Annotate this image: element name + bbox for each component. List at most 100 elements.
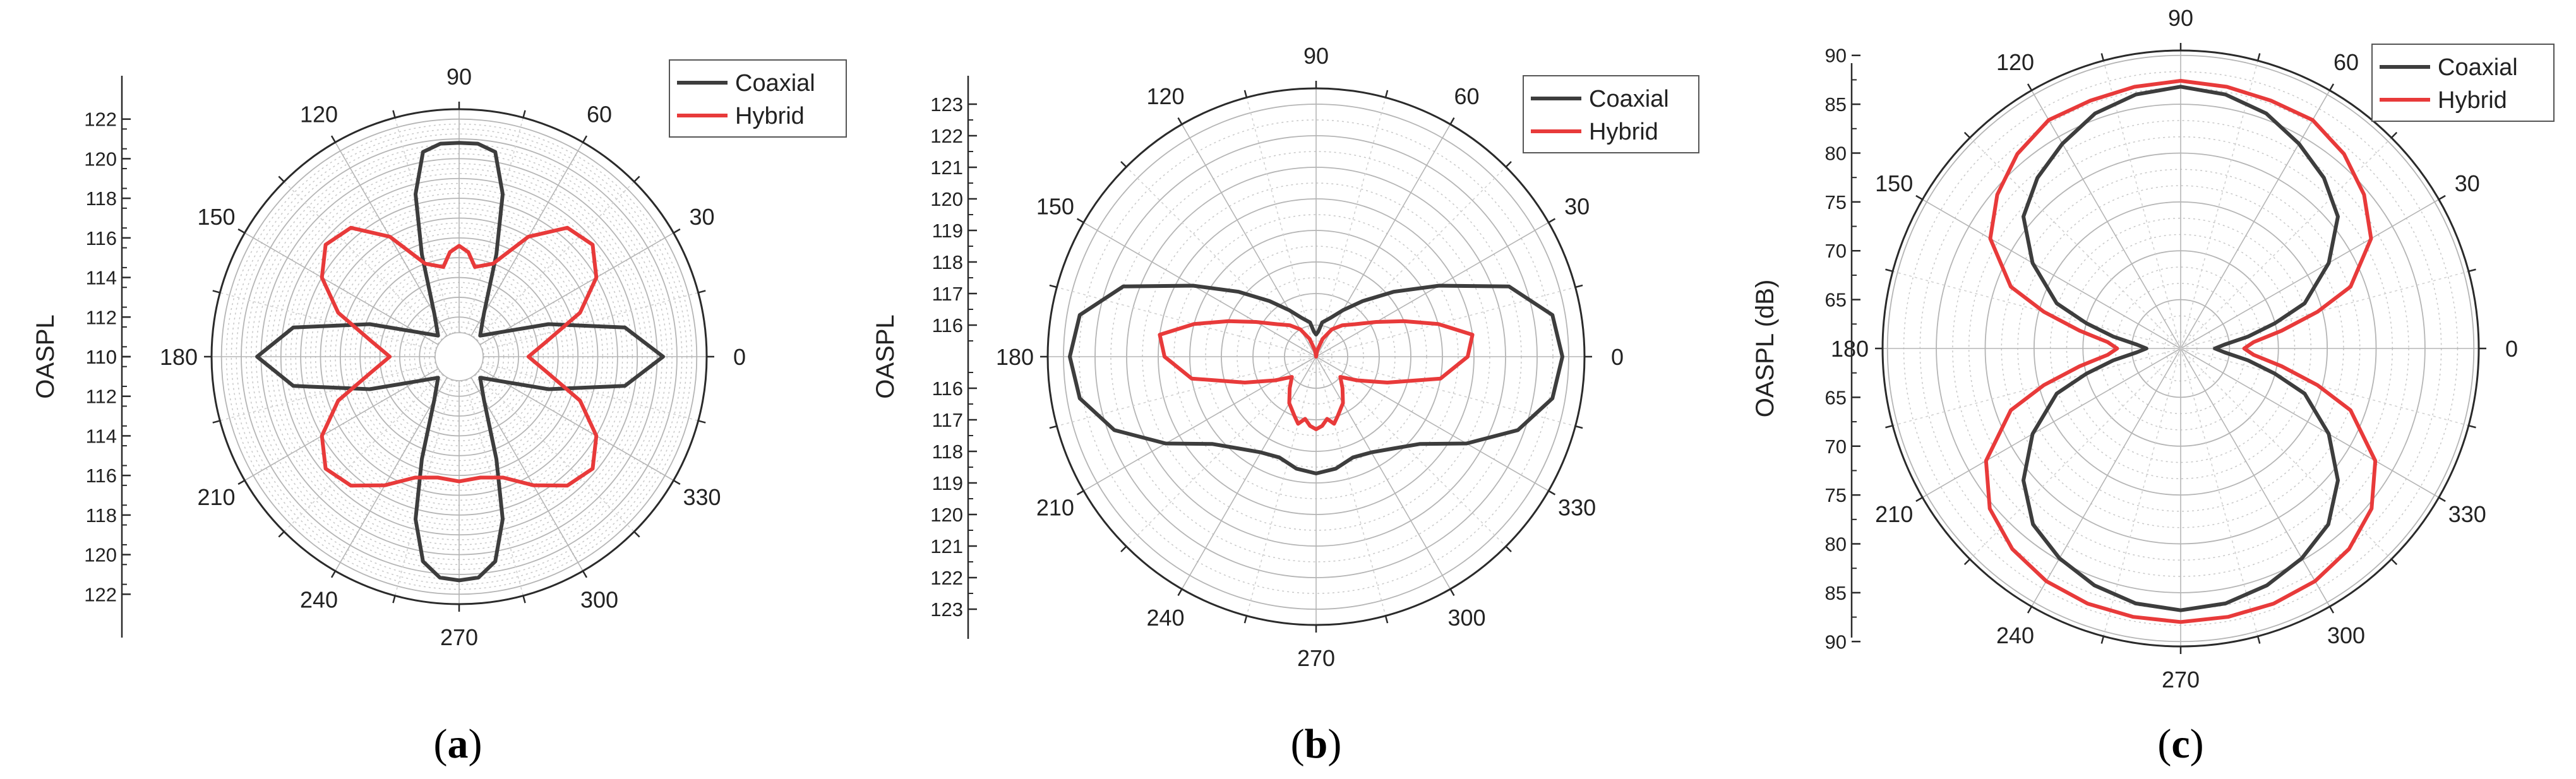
legend: Coaxial Hybrid bbox=[2371, 44, 2555, 122]
grid-spoke bbox=[458, 356, 674, 481]
legend-entry: Coaxial bbox=[1589, 86, 1669, 112]
angle-tick-mark bbox=[330, 135, 337, 143]
grid-spoke bbox=[1181, 356, 1317, 590]
angle-tick-mark bbox=[2027, 606, 2033, 614]
angle-tick-mark bbox=[2468, 424, 2476, 429]
angle-tick-mark bbox=[1076, 490, 1084, 496]
radial-tick-label: 110 bbox=[86, 346, 117, 368]
angle-label: 90 bbox=[2168, 5, 2193, 31]
caption-letter: a bbox=[448, 721, 469, 767]
grid-spoke bbox=[1922, 199, 2181, 349]
legend: Coaxial Hybrid bbox=[1523, 75, 1699, 153]
angle-tick-mark bbox=[1885, 424, 1893, 429]
angle-label: 60 bbox=[1454, 83, 1479, 109]
angle-label: 150 bbox=[1875, 170, 1913, 196]
grid-spoke bbox=[1125, 356, 1317, 547]
grid-spoke bbox=[2180, 90, 2330, 349]
angle-tick-mark bbox=[2438, 496, 2446, 502]
radial-tick-label: 114 bbox=[86, 425, 117, 447]
radial-tick-label: 121 bbox=[930, 157, 963, 179]
angle-label: 60 bbox=[2333, 49, 2359, 75]
y-axis-label: OASPL bbox=[872, 314, 899, 398]
angle-label: 0 bbox=[2505, 336, 2518, 362]
angle-label: 210 bbox=[197, 484, 235, 510]
grid-spoke bbox=[1315, 287, 1576, 357]
grid-spoke bbox=[284, 181, 460, 357]
series-line-coaxial bbox=[1068, 283, 1564, 475]
angle-label: 150 bbox=[197, 204, 235, 230]
radial-tick-label: 65 bbox=[1825, 289, 1847, 311]
angle-tick-mark bbox=[633, 531, 640, 538]
radial-tick-label: 119 bbox=[932, 472, 963, 494]
radial-tick-label: 122 bbox=[84, 583, 117, 605]
radial-tick-label: 119 bbox=[932, 220, 963, 242]
angle-tick-mark bbox=[1575, 284, 1583, 288]
angle-tick-mark bbox=[1076, 218, 1084, 223]
grid-spoke bbox=[335, 142, 460, 357]
grid-spoke bbox=[2103, 348, 2181, 637]
grid-spoke bbox=[2180, 271, 2469, 349]
grid-spoke bbox=[1315, 222, 1549, 357]
angle-tick-mark bbox=[1885, 268, 1893, 273]
grid-spoke bbox=[2180, 348, 2258, 637]
grid-spoke bbox=[2180, 60, 2258, 349]
grid-spoke bbox=[335, 356, 460, 571]
grid-spoke bbox=[1246, 97, 1317, 357]
radial-tick-label: 120 bbox=[930, 504, 963, 526]
angle-tick-mark bbox=[673, 228, 681, 234]
angle-tick-mark bbox=[1384, 90, 1389, 98]
angle-label: 30 bbox=[2455, 170, 2480, 196]
angle-tick-mark bbox=[2027, 83, 2033, 91]
legend-entry: Coaxial bbox=[2438, 54, 2518, 81]
angle-label: 150 bbox=[1036, 194, 1074, 220]
polar-chart-b: 0 30 60 90 120 150 180 210 240 270 300 330 116 116 117… bbox=[872, 43, 1699, 767]
angle-tick-mark bbox=[1049, 284, 1057, 288]
angle-tick-mark bbox=[1177, 117, 1183, 125]
y-axis-label: OASPL bbox=[32, 314, 59, 398]
radial-tick-label: 123 bbox=[930, 93, 963, 116]
grid-spoke bbox=[2031, 90, 2181, 349]
angle-label: 30 bbox=[689, 204, 714, 230]
radial-tick-label: 75 bbox=[1825, 484, 1847, 506]
angle-tick-mark bbox=[2100, 636, 2105, 644]
grid-spoke bbox=[220, 356, 460, 422]
angle-tick-mark bbox=[2438, 194, 2446, 201]
grid-spoke bbox=[1083, 222, 1317, 357]
angle-tick-mark bbox=[1575, 425, 1583, 429]
grid-spoke bbox=[1315, 166, 1507, 357]
grid-spoke bbox=[284, 356, 460, 532]
angle-label: 240 bbox=[300, 587, 338, 613]
grid-spoke bbox=[1083, 356, 1317, 492]
grid-spoke bbox=[2180, 348, 2440, 498]
radial-tick-label: 116 bbox=[86, 227, 117, 249]
grid-spoke bbox=[1922, 348, 2181, 498]
radial-tick-label: 118 bbox=[86, 504, 117, 526]
radial-tick-label: 118 bbox=[932, 251, 963, 273]
caption-open: ( bbox=[1291, 721, 1305, 767]
radial-tick-label: 120 bbox=[84, 148, 117, 170]
series-line-coaxial bbox=[255, 141, 665, 583]
angle-tick-mark bbox=[392, 595, 396, 604]
radial-tick-label: 116 bbox=[932, 314, 963, 336]
grid-spoke bbox=[2031, 348, 2181, 607]
angle-tick-mark bbox=[633, 175, 640, 182]
angle-tick-mark bbox=[1243, 90, 1248, 98]
radial-tick-label: 70 bbox=[1825, 240, 1847, 262]
angle-tick-mark bbox=[2328, 83, 2335, 91]
grid-spoke bbox=[1969, 137, 2181, 349]
radial-tick-label: 118 bbox=[86, 187, 117, 210]
angle-tick-mark bbox=[698, 290, 706, 294]
angle-tick-mark bbox=[2390, 558, 2398, 566]
angle-tick-mark bbox=[330, 570, 337, 578]
series-line-hybrid bbox=[1158, 319, 1475, 431]
panel-caption: (c) bbox=[2157, 721, 2203, 767]
angle-label: 240 bbox=[1146, 605, 1184, 631]
angle-label: 90 bbox=[1303, 43, 1329, 69]
radial-tick-label: 80 bbox=[1825, 142, 1847, 164]
angle-tick-mark bbox=[1449, 588, 1455, 597]
inner-hole bbox=[434, 332, 484, 381]
grid-spoke bbox=[458, 181, 635, 357]
angle-tick-mark bbox=[2256, 636, 2261, 644]
grid-spoke bbox=[394, 356, 460, 596]
grid-spoke bbox=[1969, 348, 2181, 560]
